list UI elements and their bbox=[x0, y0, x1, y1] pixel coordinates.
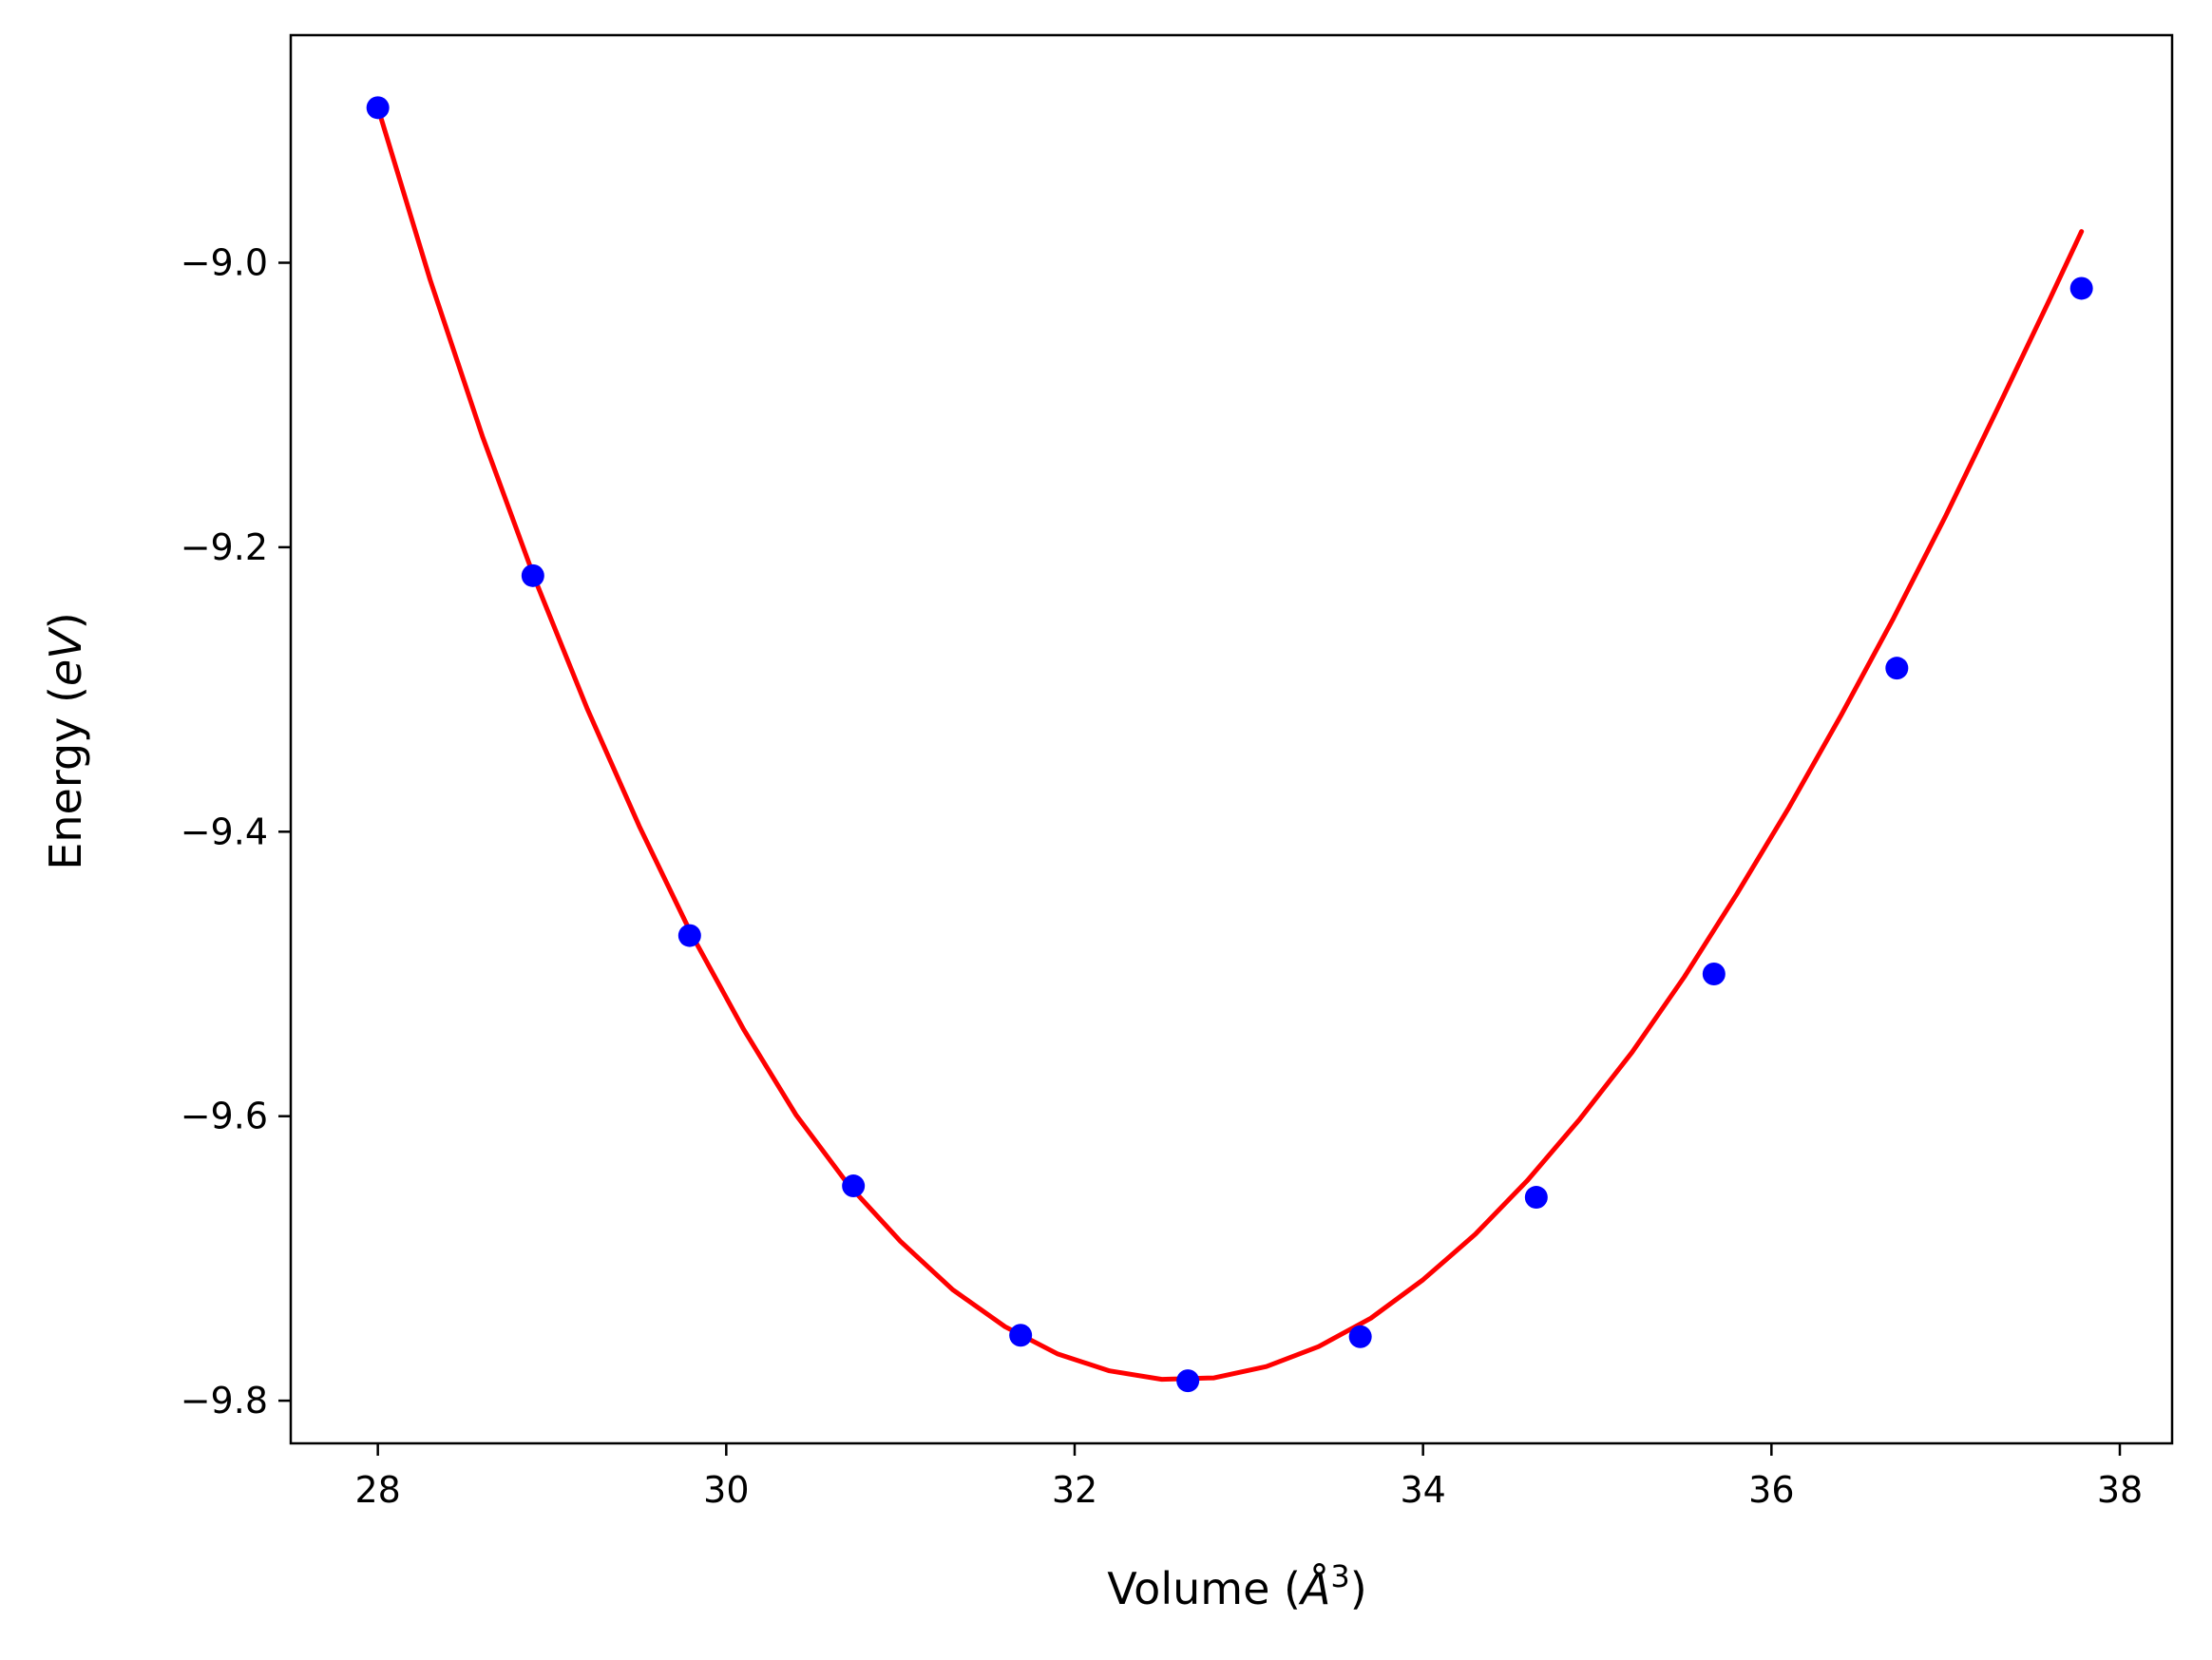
data-point bbox=[1524, 1186, 1548, 1210]
data-point bbox=[842, 1174, 866, 1198]
y-tick-label: −9.2 bbox=[181, 526, 268, 568]
x-tick-label: 28 bbox=[354, 1469, 400, 1511]
x-axis-label: Volume (Å3) bbox=[1107, 1558, 1366, 1614]
y-tick-label: −9.4 bbox=[181, 811, 268, 852]
chart-axes: 28 30 32 34 36 38 −9.8 −9.6 −9.4 −9.2 −9.0 bbox=[181, 33, 2174, 1511]
x-tick-label: 32 bbox=[1052, 1469, 1097, 1511]
chart-marks bbox=[366, 96, 2093, 1393]
fit-curve bbox=[375, 105, 2085, 1383]
data-point bbox=[521, 563, 544, 587]
data-point bbox=[677, 924, 701, 947]
y-axis-label: Energy (eV) bbox=[40, 612, 91, 869]
y-tick-label: −9.0 bbox=[181, 242, 268, 284]
data-point bbox=[2069, 277, 2093, 300]
x-tick-label: 38 bbox=[2097, 1469, 2143, 1511]
data-point bbox=[1348, 1325, 1372, 1348]
y-tick-label: −9.8 bbox=[181, 1380, 268, 1421]
x-tick-label: 34 bbox=[1400, 1469, 1445, 1511]
data-point bbox=[1176, 1369, 1200, 1393]
x-tick-label: 30 bbox=[703, 1469, 749, 1511]
data-point bbox=[1702, 963, 1726, 985]
y-tick-label: −9.6 bbox=[181, 1096, 268, 1137]
data-point bbox=[366, 96, 390, 120]
data-point bbox=[1885, 657, 1909, 680]
x-tick-label: 36 bbox=[1748, 1469, 1794, 1511]
plot-frame bbox=[289, 33, 2174, 1445]
data-point bbox=[1009, 1324, 1033, 1347]
